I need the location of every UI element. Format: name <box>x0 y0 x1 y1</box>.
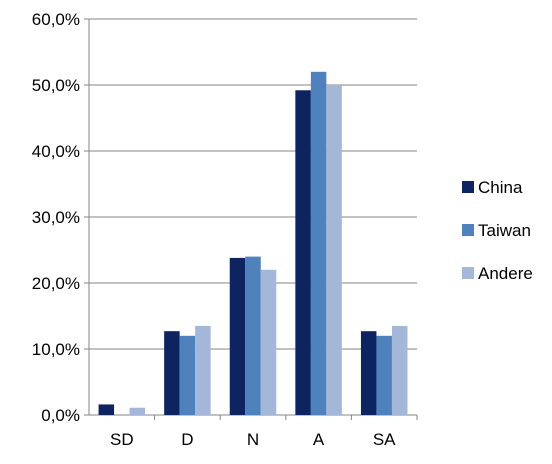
y-tick-label: 20,0% <box>32 274 80 293</box>
bar-china-sd <box>98 404 115 415</box>
y-tick-label: 40,0% <box>32 142 80 161</box>
bar-china-d <box>164 331 180 415</box>
x-tick-label: A <box>313 430 325 449</box>
bar-andere-d <box>195 325 211 415</box>
tick-labels: 0,0% 10,0% 20,0% 30,0% 40,0% 50,0% 60,0% SD D N A S… <box>32 10 396 449</box>
legend-label-taiwan: Taiwan <box>478 221 531 240</box>
bar-china-sa <box>360 331 377 415</box>
legend-label-andere: Andere <box>478 264 533 283</box>
bars <box>98 71 408 416</box>
bar-china-n <box>229 257 246 415</box>
bar-china-a <box>295 90 311 415</box>
x-tick-label: SA <box>373 430 396 449</box>
legend-swatch-china <box>462 181 474 193</box>
x-tick-label: N <box>247 430 259 449</box>
y-tick-label: 60,0% <box>32 10 80 29</box>
bar-taiwan-d <box>179 335 196 415</box>
x-tick-label: D <box>181 430 193 449</box>
x-tick-label: SD <box>110 430 134 449</box>
legend-swatch-taiwan <box>462 224 474 236</box>
y-tick-label: 10,0% <box>32 340 80 359</box>
bar-taiwan-a <box>310 71 327 416</box>
bar-andere-sa <box>391 325 408 415</box>
bar-andere-a <box>326 85 342 415</box>
bar-andere-sd <box>129 407 146 415</box>
legend-label-china: China <box>478 178 523 197</box>
bar-andere-n <box>260 269 277 415</box>
legend-swatch-andere <box>462 267 474 279</box>
y-tick-label: 30,0% <box>32 208 80 227</box>
legend: China Taiwan Andere <box>462 178 533 283</box>
bar-taiwan-sa <box>376 335 392 415</box>
bar-taiwan-n <box>245 256 261 415</box>
y-tick-label: 0,0% <box>41 406 80 425</box>
y-tick-label: 50,0% <box>32 76 80 95</box>
